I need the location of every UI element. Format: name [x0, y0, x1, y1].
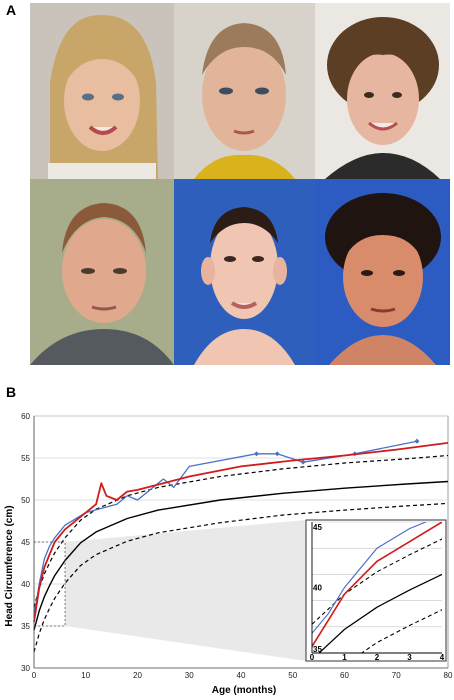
inset-frame: [305, 519, 447, 662]
y-tick-label: 55: [21, 454, 30, 463]
photo-girl-blonde: [30, 3, 174, 179]
x-axis-title: Age (months): [212, 685, 276, 696]
data-point-marker: [414, 438, 420, 444]
photo-girl-curly-hair: [315, 3, 450, 179]
series-layer: [33, 438, 449, 653]
x-tick-label: 40: [237, 671, 246, 680]
photo-woman-dark-hair: [315, 179, 450, 365]
inset-zoom-plot: 0 1 2 3 4 35 40 45: [305, 519, 447, 662]
patient-photo-grid: [30, 3, 450, 365]
x-tick-label: 0: [32, 671, 37, 680]
y-tick-label: 30: [21, 664, 30, 673]
x-tick-label: 50: [288, 671, 297, 680]
x-tick-label: 20: [133, 671, 142, 680]
x-tick-label: 10: [81, 671, 90, 680]
inset-series-line-blue: [312, 522, 428, 634]
series-line-blue: [33, 440, 418, 614]
panel-label-b: B: [6, 384, 17, 400]
x-tick-label: 80: [444, 671, 453, 680]
inset-x-tick-label: 0: [310, 653, 315, 662]
inset-series-layer: [312, 522, 442, 653]
inset-zoom-shading: [65, 520, 306, 661]
y-tick-label: 60: [21, 412, 30, 421]
y-axis-title: Head Circumference (cm): [4, 505, 15, 626]
inset-x-tick-label: 2: [375, 653, 380, 662]
photo-teen-boy: [30, 179, 174, 365]
panel-label-a: A: [6, 2, 17, 18]
x-tick-label: 70: [392, 671, 401, 680]
reference-line-lower: [33, 502, 449, 653]
inset-series-line-red: [312, 522, 442, 647]
data-point-marker: [254, 451, 259, 457]
photo-young-man: [174, 179, 315, 365]
inset-x-tick-label: 1: [342, 653, 347, 662]
reference-line-mean: [33, 480, 449, 631]
y-tick-label: 50: [21, 496, 30, 505]
y-tick-label: 45: [21, 538, 30, 547]
x-tick-label: 30: [185, 671, 194, 680]
inset-x-tick-label: 4: [440, 653, 445, 662]
zoom-projection-fill: [65, 520, 306, 661]
inset-y-tick-label: 40: [313, 584, 322, 593]
photo-boy-short-hair: [174, 3, 315, 179]
inset-x-tick-label: 3: [407, 653, 412, 662]
inset-reference-line-mean: [318, 573, 442, 653]
y-tick-label: 35: [21, 622, 30, 631]
head-circumference-chart: 0 10 20 30 40 50 60 70 80 30 35 40 45 50 55 60 0 1 2 3 4 35 4…: [4, 412, 453, 696]
y-tick-label: 40: [21, 580, 30, 589]
inset-y-tick-label: 45: [313, 523, 322, 532]
data-point-marker: [300, 459, 306, 465]
data-point-marker: [274, 451, 280, 457]
series-line-red: [33, 442, 449, 622]
inset-y-tick-label: 35: [313, 645, 322, 654]
x-tick-label: 60: [340, 671, 349, 680]
